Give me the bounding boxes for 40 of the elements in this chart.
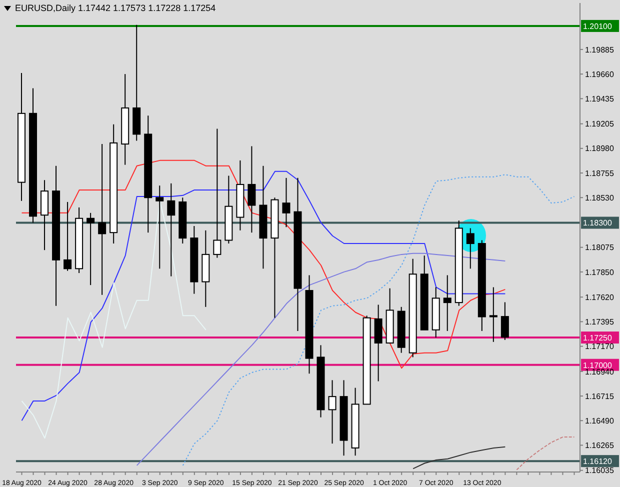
- y-tick-label: 1.17395: [585, 318, 614, 327]
- ref-line-label: 1.17000: [583, 360, 612, 370]
- y-tick-label: 1.17850: [585, 268, 614, 277]
- y-tick-label: 1.19660: [585, 70, 614, 79]
- y-tick-label: 1.19205: [585, 120, 614, 129]
- candlestick: [466, 228, 474, 270]
- line-series: [136, 252, 506, 466]
- y-tick-label: 1.16265: [585, 441, 614, 450]
- candlestick: [489, 286, 498, 342]
- candlestick: [213, 128, 222, 258]
- candlestick: [443, 274, 452, 332]
- chart-title: EURUSD,Daily 1.17442 1.17573 1.17228 1.17254: [15, 3, 216, 13]
- candlestick: [248, 146, 256, 234]
- ref-line-label: 1.17250: [583, 334, 612, 343]
- line-series: [21, 170, 506, 422]
- candlestick: [500, 302, 509, 340]
- y-tick-label: 1.18530: [585, 193, 614, 202]
- candlestick: [282, 177, 290, 228]
- y-tick-label: 1.18755: [585, 168, 614, 178]
- y-tick-label: 1.18980: [585, 144, 614, 154]
- y-tick-label: 1.19885: [585, 45, 614, 54]
- y-tick-label: 1.19435: [585, 94, 614, 104]
- y-tick-label: 1.18075: [585, 243, 614, 252]
- y-tick-label: 1.16715: [585, 392, 614, 401]
- ref-line-label: 1.18300: [583, 218, 612, 228]
- ref-line-label: 1.16120: [583, 457, 612, 466]
- candlestick: [328, 380, 336, 444]
- line-series: [182, 174, 575, 466]
- ref-line-label: 1.20100: [583, 22, 612, 31]
- y-tick-label: 1.16035: [585, 466, 614, 476]
- candlestick: [64, 201, 72, 272]
- y-tick-label: 1.17620: [585, 292, 614, 302]
- y-tick-label: 1.16490: [585, 416, 614, 426]
- candlestick: [156, 185, 164, 270]
- y-tick-label: 1.17170: [585, 342, 614, 352]
- candlestick: [167, 182, 176, 277]
- line-series: [516, 436, 575, 470]
- line-series: [412, 446, 506, 470]
- candlestick: [86, 212, 95, 286]
- candlestick: [98, 144, 106, 296]
